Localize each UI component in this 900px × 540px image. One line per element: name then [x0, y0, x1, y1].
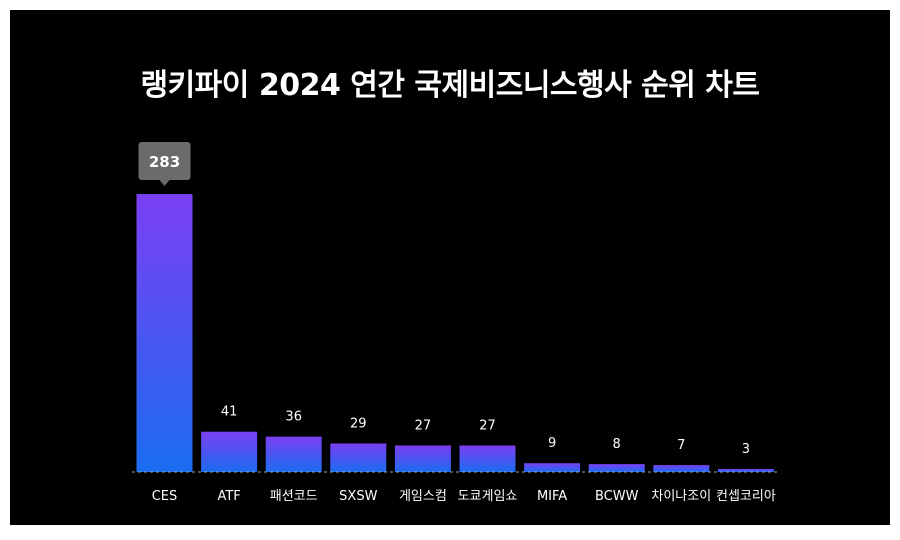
value-label-6: 9: [548, 436, 556, 451]
bar-8[interactable]: [653, 465, 710, 472]
value-label-9: 3: [742, 442, 750, 457]
value-label-1: 41: [221, 405, 238, 420]
bar-2[interactable]: [265, 436, 322, 472]
value-tooltip-pointer: [159, 180, 170, 186]
bar-3[interactable]: [330, 443, 387, 473]
bar-0[interactable]: [136, 194, 193, 472]
category-label-4: 게임스컴: [399, 489, 447, 504]
bar-6[interactable]: [524, 463, 581, 472]
bar-7[interactable]: [588, 464, 645, 472]
value-label-5: 27: [479, 419, 496, 434]
bar-chart: CES 283 ATF 41 패션코드 36 SXSW 29 게임스컴 27 도쿄게임쇼 27 MIFA…: [132, 142, 778, 504]
value-label-3: 29: [350, 417, 367, 432]
category-label-7: BCWW: [595, 489, 639, 504]
chart-frame: 랭키파이 2024 연간 국제비즈니스행사 순위 차트 CES 283 ATF 41 패…: [10, 10, 890, 525]
value-label-2: 36: [285, 410, 302, 425]
category-label-3: SXSW: [339, 489, 377, 504]
category-label-2: 패션코드: [270, 489, 318, 504]
category-label-6: MIFA: [537, 489, 567, 504]
category-label-1: ATF: [217, 489, 240, 504]
bar-9[interactable]: [717, 469, 774, 472]
value-label-4: 27: [415, 419, 432, 434]
category-label-9: 컨셉코리아: [716, 489, 776, 504]
category-label-8: 차이나조이: [651, 489, 711, 504]
value-tooltip: [138, 142, 191, 180]
category-label-0: CES: [152, 489, 178, 504]
bar-1[interactable]: [201, 431, 258, 472]
category-label-5: 도쿄게임쇼: [458, 489, 518, 504]
bar-5[interactable]: [459, 445, 516, 473]
value-label-7: 8: [613, 437, 621, 452]
bar-4[interactable]: [394, 445, 451, 473]
chart-title: 랭키파이 2024 연간 국제비즈니스행사 순위 차트: [140, 68, 760, 103]
value-label-0: 283: [149, 153, 180, 171]
value-label-8: 7: [677, 438, 685, 453]
